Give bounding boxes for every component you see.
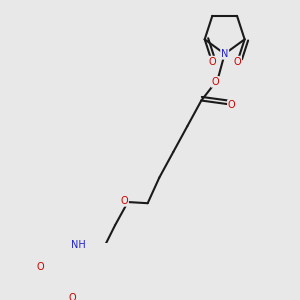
Text: O: O	[234, 56, 241, 67]
Text: O: O	[208, 56, 216, 67]
Text: O: O	[68, 293, 76, 300]
Text: O: O	[121, 196, 128, 206]
Text: NH: NH	[71, 240, 86, 250]
Text: O: O	[37, 262, 44, 272]
Text: O: O	[228, 100, 236, 110]
Text: N: N	[221, 49, 228, 59]
Text: O: O	[212, 77, 219, 87]
